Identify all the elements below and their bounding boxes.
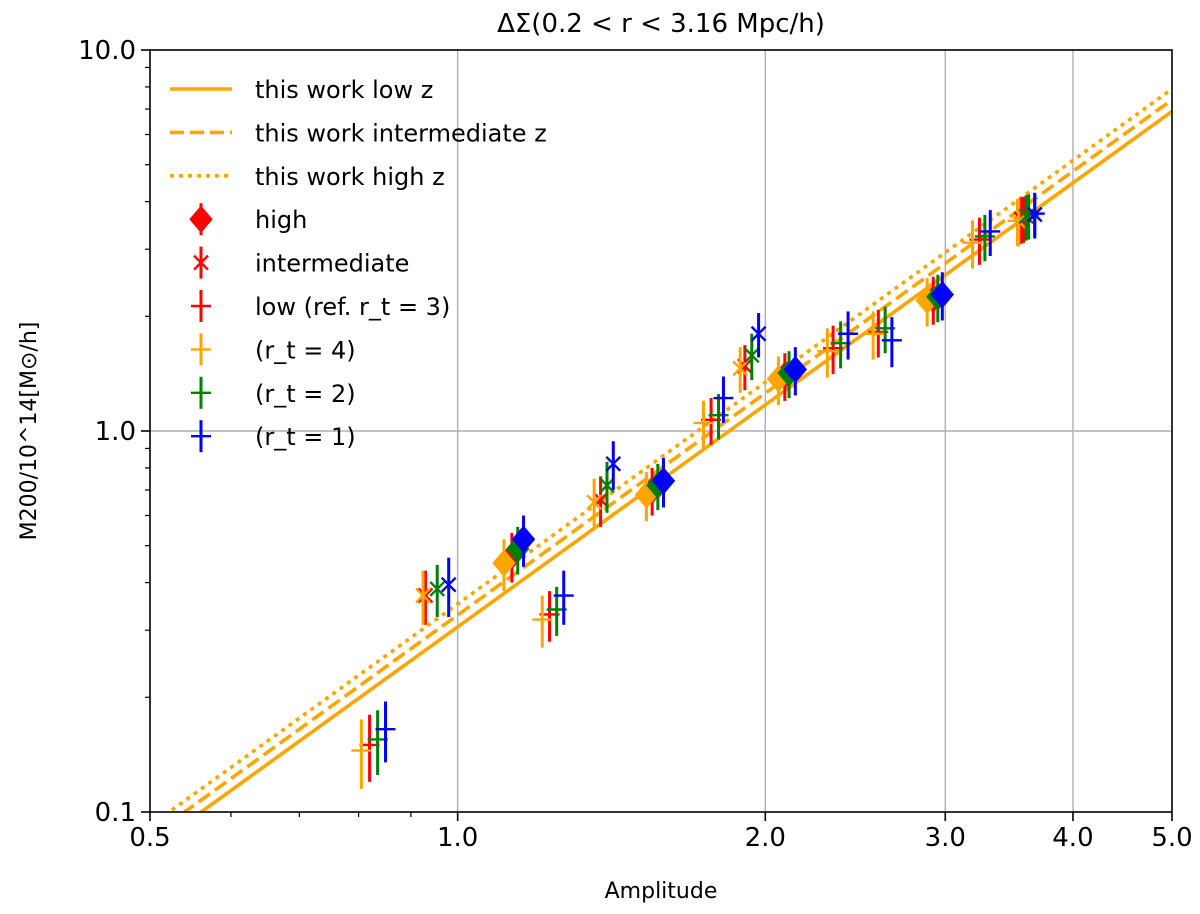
data-point [693, 400, 714, 449]
legend-label: (r_t = 1) [255, 423, 356, 451]
legend-item: high [189, 203, 307, 236]
legend-label: this work low z [255, 76, 433, 104]
series-intermediate-r-t-1- [440, 193, 1043, 617]
data-point [708, 394, 729, 440]
y-tick-label: 0.1 [95, 798, 136, 828]
data-point [817, 328, 838, 378]
x-marker-b [440, 576, 457, 593]
data-point [553, 570, 574, 625]
x-marker-b [599, 477, 615, 494]
grid [150, 50, 1172, 812]
diamond-marker [930, 280, 954, 309]
x-marker-b [743, 347, 760, 364]
data-point [743, 333, 760, 381]
x-tick-label: 5.0 [1151, 823, 1192, 853]
legend-label: this work intermediate z [255, 119, 547, 147]
diamond-marker [511, 525, 536, 553]
series--r-t-2- [367, 194, 1039, 776]
legend-item: intermediate [193, 246, 409, 279]
x-tick-label: 4.0 [1052, 823, 1093, 853]
data-point [375, 701, 396, 763]
series--r-t-1- [375, 192, 1045, 763]
x-marker-b [415, 587, 431, 604]
data-point [532, 595, 553, 648]
y-axis-label: M200/10^14[M⊙/h] [17, 322, 42, 541]
data-point [605, 441, 622, 491]
legend-item: this work high z [170, 163, 445, 191]
series-intermediate-r-t-4- [415, 199, 1027, 625]
data-point [962, 220, 983, 269]
diamond-marker [783, 355, 808, 384]
x-tick-label: 0.5 [129, 823, 170, 853]
data-point [429, 564, 446, 617]
legend-label: high [255, 206, 307, 234]
x-marker-b [193, 254, 209, 271]
data-point [713, 376, 734, 423]
x-tick-label: 1.0 [437, 823, 478, 853]
x-tick-label: 3.0 [925, 823, 966, 853]
x-marker-b [417, 587, 434, 604]
x-axis-label: Amplitude [605, 879, 718, 904]
legend-label: low (ref. r_t = 3) [255, 293, 450, 321]
legend: this work low z this work intermediate z t… [170, 76, 547, 453]
data-point [750, 313, 767, 358]
data-point [492, 539, 516, 592]
x-marker-b [1026, 206, 1043, 223]
x-marker-b [605, 455, 622, 472]
data-point [863, 311, 884, 360]
legend-item: (r_t = 4) [191, 333, 356, 366]
data-point [732, 347, 749, 393]
data-point [586, 478, 602, 530]
diamond-marker [189, 205, 213, 233]
y-tick-label: 10.0 [78, 36, 136, 66]
fit-line-dashed [181, 98, 1172, 812]
legend-item: (r_t = 2) [191, 376, 356, 409]
data-point [651, 457, 676, 508]
legend-label: intermediate [255, 250, 409, 278]
data-point [1026, 193, 1043, 239]
x-tick-label: 2.0 [745, 823, 786, 853]
legend-label: this work high z [255, 163, 445, 191]
series-high-r-t-1- [511, 272, 954, 567]
legend-label: (r_t = 2) [255, 380, 356, 408]
diamond-marker [492, 549, 516, 577]
data-point [930, 272, 954, 321]
diamond-marker [651, 467, 676, 495]
x-marker-b [429, 581, 446, 597]
legend-item: this work intermediate z [170, 119, 547, 147]
x-marker-b [750, 325, 767, 342]
data-point [1010, 199, 1027, 247]
legend-item: this work low z [170, 76, 433, 104]
data-point [838, 311, 859, 360]
data-point [881, 317, 902, 368]
data-point [980, 210, 1001, 256]
data-point [511, 515, 536, 567]
x-marker-b [1010, 213, 1027, 230]
data-point [415, 570, 431, 625]
data-point [440, 557, 457, 617]
x-marker-b [586, 494, 602, 511]
data-point [351, 719, 372, 789]
x-marker-b [732, 360, 749, 377]
legend-item: low (ref. r_t = 3) [191, 290, 450, 322]
y-tick-label: 1.0 [95, 417, 136, 447]
data-point [783, 347, 808, 396]
chart-title: ΔΣ(0.2 < r < 3.16 Mpc/h) [497, 9, 825, 39]
ticks: 0.5 1.0 2.0 3.0 4.0 5.0 0.1 1.0 10.0 [78, 36, 1193, 853]
fit-line-dotted [166, 87, 1172, 812]
legend-label: (r_t = 4) [255, 336, 356, 364]
legend-item: (r_t = 1) [191, 420, 356, 453]
data-points [351, 192, 1045, 789]
